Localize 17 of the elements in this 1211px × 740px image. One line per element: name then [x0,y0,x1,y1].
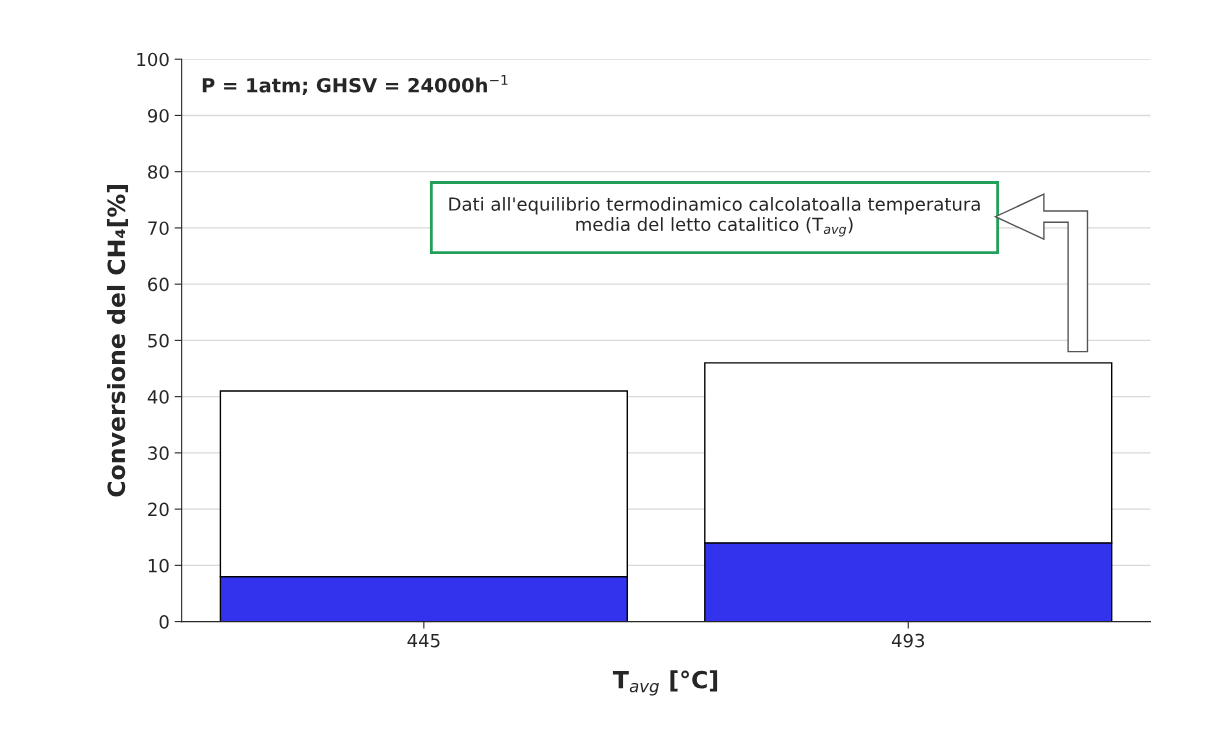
y-tick-label: 90 [148,108,169,123]
y-tick-label: 40 [147,390,169,404]
y-tick-label: 80 [148,165,169,179]
y-tick-label: 30 [148,446,169,460]
y-axis-title: Conversione del CH₄[%] [106,185,129,497]
y-tick-label: 70 [148,221,169,236]
y-tick-label: 10 [148,558,169,573]
y-tick-label: 50 [148,333,169,348]
x-tick-label: 445 [407,633,440,648]
x-tick-label: 493 [891,633,925,648]
y-tick-label: 0 [159,615,169,629]
y-tick-label: 60 [148,277,169,292]
x-axis-title: T$_{avg}$ [°C] [612,670,718,696]
y-tick-label: 20 [148,502,169,517]
annotation: P = 1atm; GHSV = 24000h$^{−1}$ [202,74,508,96]
annotation: Dati all'equilibrio termodinamico calcolatoalla temperatura media del letto catalitico (T$_{avg}$) [449,196,980,237]
y-tick-label: 100 [137,52,169,67]
